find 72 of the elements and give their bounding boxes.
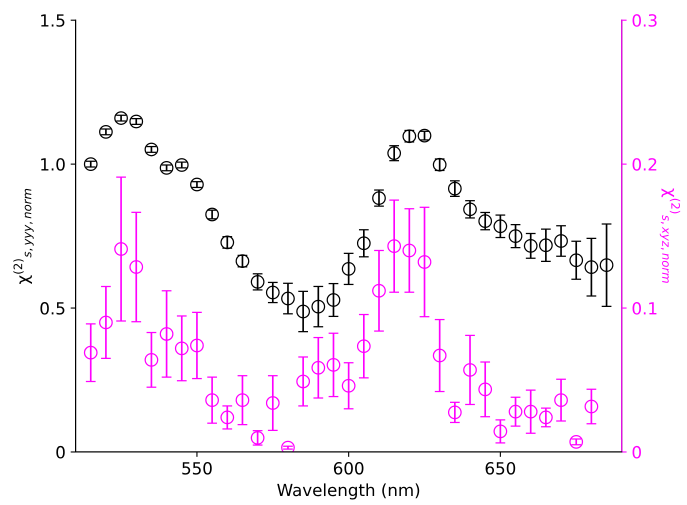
point (584, 260, 598, 274)
point (524, 239, 538, 253)
point (342, 262, 356, 276)
point (281, 440, 295, 452)
y-axis-title: χ$^{(2)}$$_{s,yyy,norm}$ (13, 188, 34, 284)
point (311, 360, 326, 375)
point (236, 393, 250, 408)
y-tick-label: 0.5 (40, 302, 64, 315)
point (554, 234, 568, 248)
point (296, 304, 310, 318)
point (539, 238, 553, 252)
point (84, 346, 98, 360)
y-tick-label: 1.0 (41, 158, 65, 171)
y2-tick-label: 0.3 (632, 14, 657, 27)
point (296, 374, 310, 388)
point (99, 316, 113, 330)
point (174, 158, 189, 172)
point (584, 400, 598, 414)
point (463, 202, 477, 216)
point (266, 286, 280, 300)
point (569, 435, 584, 449)
y2-tick-label: 0.1 (632, 302, 656, 315)
x-tick-label: 550 (182, 462, 212, 475)
point (114, 111, 128, 125)
point (356, 236, 371, 250)
point (326, 293, 340, 307)
point (160, 160, 174, 175)
point (478, 382, 492, 396)
point (205, 393, 219, 408)
x-axis-title: Wavelength (nm) (277, 483, 420, 500)
point (569, 253, 584, 268)
point (342, 378, 356, 393)
point (114, 242, 128, 256)
point (508, 229, 522, 243)
point (84, 157, 98, 171)
y-tick-label: 1.5 (41, 14, 64, 27)
point (402, 244, 416, 258)
point (539, 410, 553, 424)
y2-tick-label: 0 (632, 446, 641, 459)
point (190, 338, 204, 352)
x-tick-label: 650 (486, 462, 516, 475)
point (356, 339, 371, 354)
point (432, 348, 447, 362)
point (326, 358, 340, 372)
point (144, 142, 158, 156)
point (281, 292, 295, 306)
point (99, 125, 113, 139)
point (144, 352, 158, 367)
point (478, 214, 492, 228)
point (266, 396, 280, 410)
point (387, 239, 402, 254)
y2-axis-title: χ$^{(2)}$$_{s,xyz,norm}$ (660, 188, 680, 283)
point (493, 424, 508, 438)
point (372, 284, 386, 298)
y2-tick-label: 0.2 (632, 158, 656, 171)
point (493, 219, 508, 234)
point (554, 393, 568, 408)
point (463, 363, 477, 377)
point (129, 260, 144, 274)
point (448, 406, 462, 420)
point (190, 178, 204, 192)
point (174, 341, 189, 356)
point (220, 410, 234, 424)
y-tick-label: 0 (56, 446, 65, 459)
x-tick-label: 600 (334, 462, 364, 475)
point (600, 258, 614, 272)
point (524, 404, 538, 419)
point (418, 255, 432, 269)
point (160, 327, 174, 341)
point (311, 300, 326, 314)
point (129, 114, 144, 128)
point (508, 404, 522, 419)
